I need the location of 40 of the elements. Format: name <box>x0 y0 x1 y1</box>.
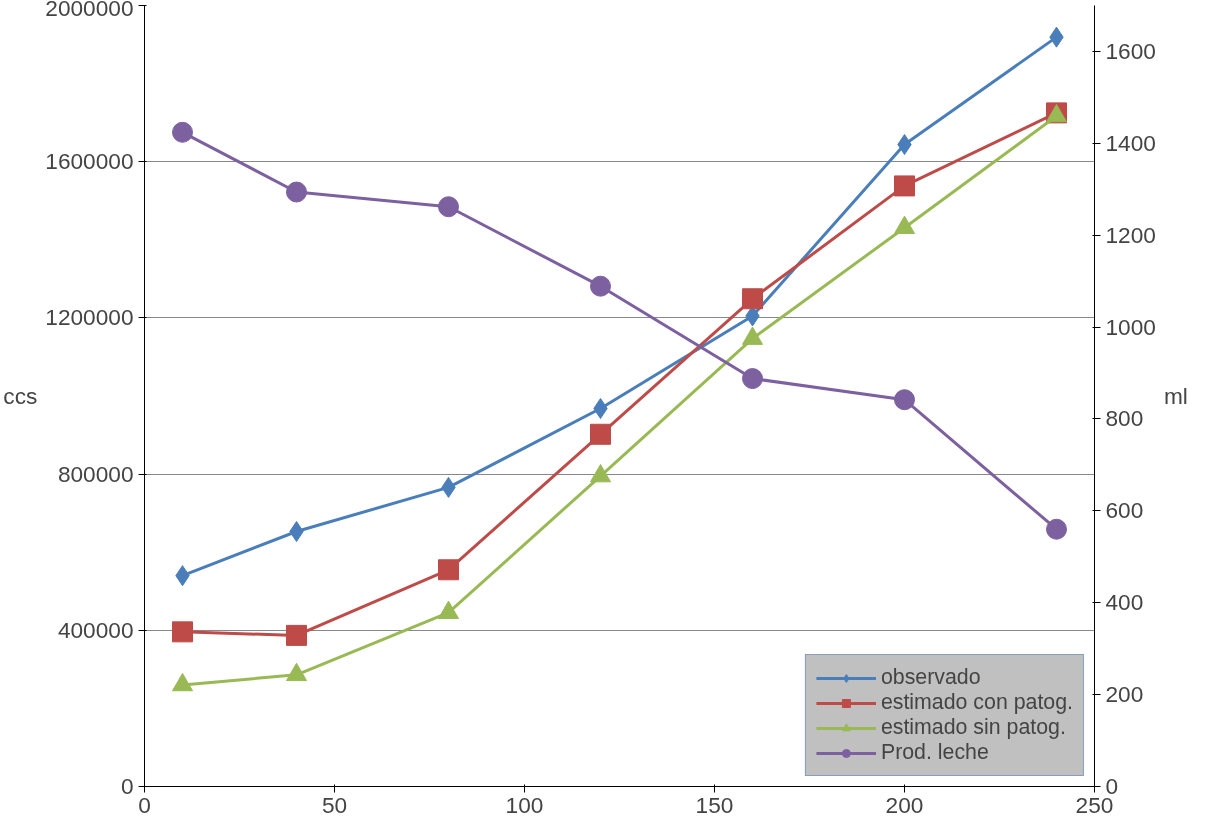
y2-tick-label: 1200 <box>1105 221 1156 248</box>
legend-label: Prod. leche <box>880 740 989 765</box>
x-tick-label: 50 <box>321 791 348 818</box>
x-tick-label: 150 <box>695 791 734 818</box>
y2-tick-label: 200 <box>1105 681 1144 708</box>
point <box>590 423 611 445</box>
point <box>286 624 307 646</box>
y2-tick-label: 1400 <box>1105 129 1156 156</box>
x-tick-label: 0 <box>138 791 151 818</box>
point <box>286 181 307 203</box>
point <box>172 621 193 643</box>
point <box>593 398 608 419</box>
point <box>894 389 915 411</box>
y-tick-label: 1600000 <box>45 148 134 175</box>
y2-axis-title: ml <box>1163 383 1188 409</box>
y2-tick-label: 1000 <box>1105 313 1156 340</box>
x-tick-label: 100 <box>505 791 544 818</box>
y-tick-label: 1200000 <box>45 304 134 331</box>
point <box>742 368 763 390</box>
y-tick-label: 2000000 <box>45 0 134 21</box>
point <box>438 196 459 218</box>
y2-tick-label: 400 <box>1105 589 1144 616</box>
x-tick-label: 200 <box>885 791 924 818</box>
point <box>289 521 304 542</box>
legend-label: observado <box>880 665 981 690</box>
y2-tick-label: 1600 <box>1105 37 1156 64</box>
point <box>590 275 611 297</box>
point <box>438 559 459 581</box>
y2-tick-label: 800 <box>1105 405 1144 432</box>
legend-label: estimado con patog. <box>880 690 1073 715</box>
point <box>1046 518 1067 540</box>
y-axis-title: ccs <box>3 383 38 409</box>
y-tick-label: 400000 <box>57 616 134 643</box>
legend-label: estimado sin patog. <box>880 715 1066 740</box>
y2-tick-label: 600 <box>1105 497 1144 524</box>
point <box>742 288 763 310</box>
point <box>172 121 193 143</box>
y-tick-label: 800000 <box>57 460 134 487</box>
y-tick-label: 0 <box>120 773 134 799</box>
point <box>894 175 915 197</box>
